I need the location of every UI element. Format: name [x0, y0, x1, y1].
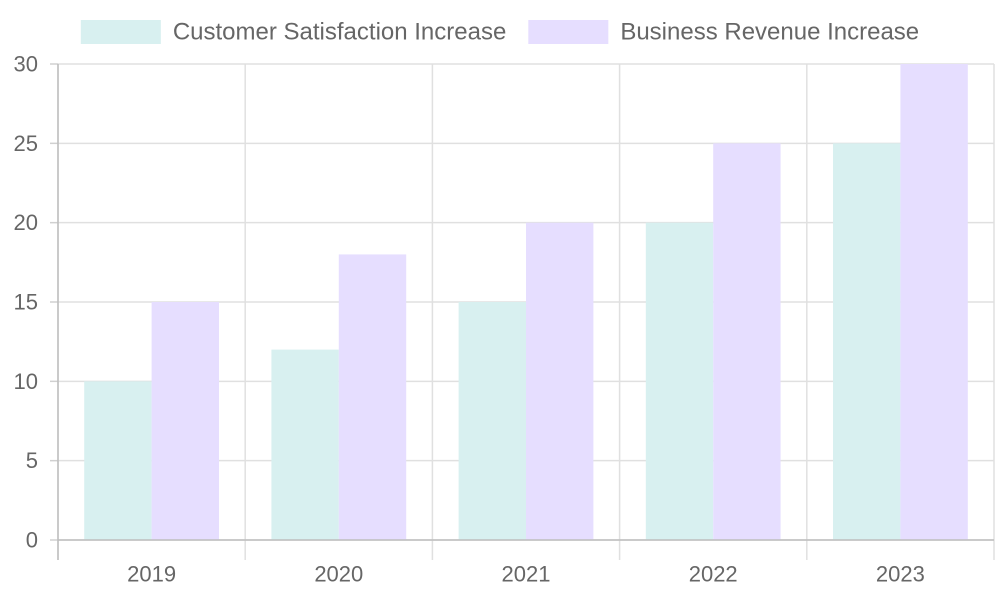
bar-2019-series-1[interactable]	[152, 302, 219, 540]
legend-label-0: Customer Satisfaction Increase	[173, 19, 506, 46]
bar-2023-series-1[interactable]	[900, 64, 967, 540]
bar-2022-series-0[interactable]	[646, 223, 713, 540]
y-tick-label-0: 0	[26, 528, 38, 553]
bar-2020-series-0[interactable]	[271, 350, 338, 540]
bar-2022-series-1[interactable]	[713, 143, 780, 540]
y-tick-label-20: 20	[14, 210, 38, 235]
bar-2021-series-1[interactable]	[526, 223, 593, 540]
x-tick-label-2021: 2021	[502, 562, 551, 587]
x-tick-label-2023: 2023	[876, 562, 925, 587]
legend: Customer Satisfaction Increase Business R…	[81, 19, 919, 46]
y-tick-label-15: 15	[14, 290, 38, 315]
y-tick-label-25: 25	[14, 131, 38, 156]
bar-2023-series-0[interactable]	[833, 143, 900, 540]
legend-label-1: Business Revenue Increase	[620, 19, 919, 46]
bars	[84, 64, 968, 540]
x-tick-label-2020: 2020	[314, 562, 363, 587]
bar-2019-series-0[interactable]	[84, 381, 151, 540]
y-tick-label-5: 5	[26, 448, 38, 473]
legend-swatch-1[interactable]	[528, 20, 608, 44]
y-tick-label-30: 30	[14, 52, 38, 77]
x-tick-label-2019: 2019	[127, 562, 176, 587]
bar-2021-series-0[interactable]	[459, 302, 526, 540]
y-tick-label-10: 10	[14, 369, 38, 394]
legend-swatch-0[interactable]	[81, 20, 161, 44]
x-tick-label-2022: 2022	[689, 562, 738, 587]
bar-2020-series-1[interactable]	[339, 254, 406, 540]
